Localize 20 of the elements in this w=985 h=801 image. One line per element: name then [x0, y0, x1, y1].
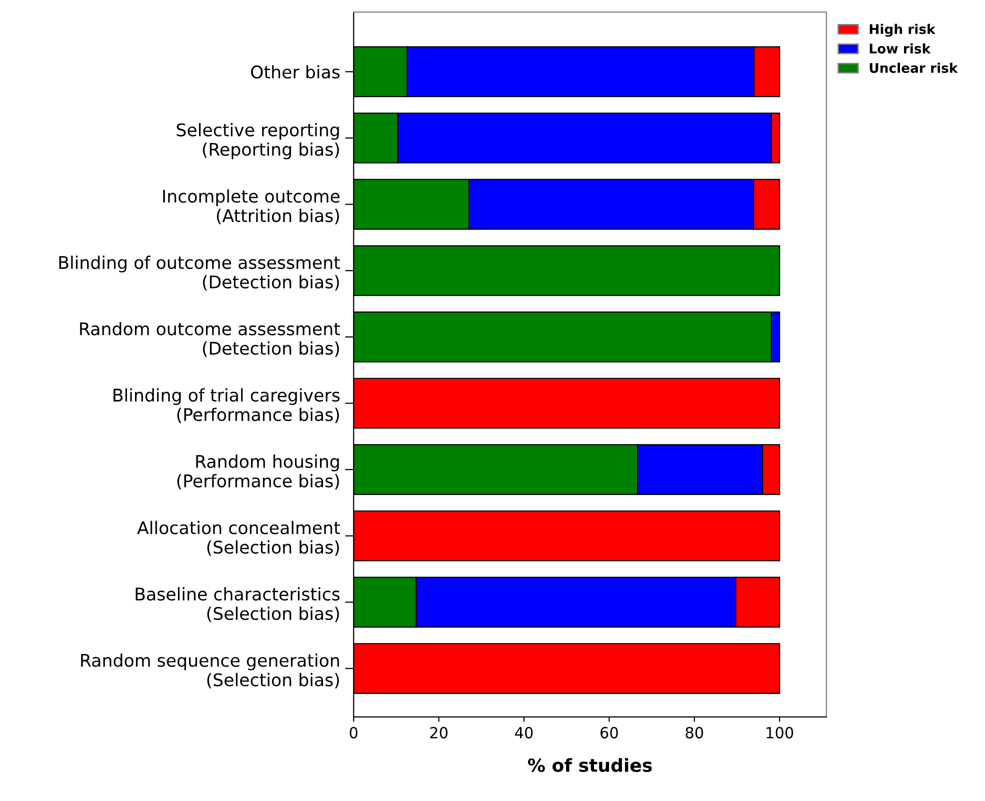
y-tick-label: Random sequence generation (Selection bias)	[81, 653, 339, 688]
y-tick-label: Baseline characteristics (Selection bias)	[136, 587, 340, 622]
y-tick-label: Incomplete outcome (Attrition bias)	[163, 189, 340, 224]
x-tick-label: 60	[600, 726, 618, 738]
x-axis-title: % of studies	[528, 758, 652, 772]
x-tick-label: 80	[686, 726, 704, 738]
y-tick-label: Random housing (Performance bias)	[177, 454, 339, 490]
x-tick-label: 0	[350, 726, 358, 738]
y-tick-label: Blinding of trial caregivers (Performance bias)	[114, 388, 340, 424]
x-tick-label: 20	[430, 726, 448, 738]
legend-label: Unclear risk	[870, 62, 958, 73]
y-tick-label: Random outcome assessment (Detection bias)	[80, 322, 340, 357]
y-tick-label: Other bias	[251, 65, 340, 79]
legend-label: Low risk	[870, 43, 931, 54]
y-tick-label: Blinding of outcome assessment (Detection bias)	[59, 256, 340, 291]
legend-label: High risk	[870, 24, 936, 37]
x-tick-label: 40	[515, 726, 533, 738]
y-tick-label: Allocation concealment (Selection bias)	[137, 520, 340, 556]
y-tick-label: Selective reporting (Reporting bias)	[176, 123, 339, 160]
x-tick-label: 100	[766, 726, 794, 738]
